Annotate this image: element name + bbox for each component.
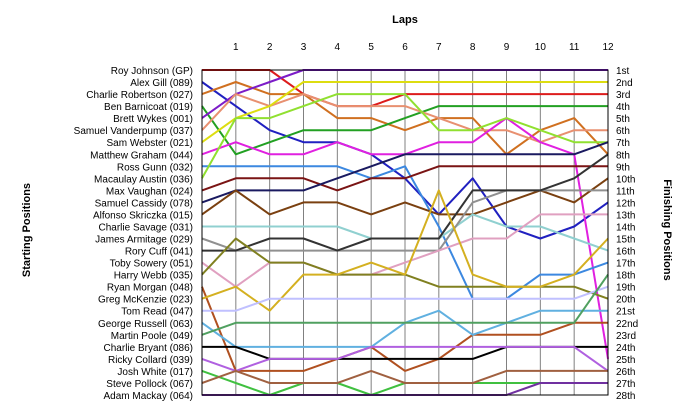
x-tick-label: 8 xyxy=(470,42,476,53)
x-axis-title: Laps xyxy=(392,14,418,26)
finish-position-label: 17th xyxy=(616,259,635,270)
finish-position-label: 25th xyxy=(616,355,635,366)
start-position-label: Roy Johnson (GP) xyxy=(111,66,193,77)
finish-position-label: 18th xyxy=(616,271,635,282)
finish-position-label: 2nd xyxy=(616,78,633,89)
finish-position-label: 19th xyxy=(616,283,635,294)
finish-position-label: 3rd xyxy=(616,90,630,101)
start-position-label: Matthew Graham (044) xyxy=(90,150,193,161)
finish-position-label: 10th xyxy=(616,174,635,185)
driver-line xyxy=(201,93,608,179)
finish-position-label: 26th xyxy=(616,367,635,378)
start-position-label: Adam Mackay (064) xyxy=(104,391,193,402)
driver-line xyxy=(202,165,609,300)
start-position-label: Macaulay Austin (036) xyxy=(94,174,193,185)
finish-position-label: 28th xyxy=(616,391,635,402)
finish-position-label: 1st xyxy=(616,66,630,77)
right-axis-title: Finishing Positions xyxy=(661,179,673,280)
driver-line xyxy=(201,286,608,372)
finish-position-label: 11th xyxy=(616,186,635,197)
driver-line xyxy=(201,189,609,312)
start-position-label: Sam Webster (021) xyxy=(106,138,193,149)
start-position-label: James Armitage (029) xyxy=(95,235,193,246)
driver-line xyxy=(202,285,609,312)
finishing-position-labels: 1st2nd3rd4th5th6th7th8th9th10th11th12th1… xyxy=(616,66,638,402)
finish-position-label: 20th xyxy=(616,295,635,306)
start-position-label: Max Vaughan (024) xyxy=(106,186,193,197)
finish-position-label: 15th xyxy=(616,235,635,246)
left-axis-title: Starting Positions xyxy=(21,183,33,277)
finish-position-label: 12th xyxy=(616,198,635,209)
x-tick-labels: 1 2 3 4 5 6 7 8 9 10 11 12 xyxy=(233,42,614,53)
start-position-label: Ross Gunn (032) xyxy=(117,162,193,173)
finish-position-label: 9th xyxy=(616,162,630,173)
start-position-label: Charlie Bryant (086) xyxy=(104,343,193,354)
x-tick-label: 5 xyxy=(368,42,374,53)
start-position-label: Ryan Morgan (048) xyxy=(107,283,193,294)
driver-line xyxy=(201,369,608,384)
x-tick-label: 7 xyxy=(436,42,442,53)
x-tick-label: 6 xyxy=(402,42,408,53)
start-position-label: Harry Webb (035) xyxy=(114,271,193,282)
driver-line xyxy=(201,141,609,204)
finish-position-label: 7th xyxy=(616,138,630,149)
start-position-label: Samuel Vanderpump (037) xyxy=(74,126,193,137)
x-tick-label: 2 xyxy=(267,42,273,53)
start-position-label: Ben Barnicoat (019) xyxy=(104,102,193,113)
finish-position-label: 4th xyxy=(616,102,630,113)
driver-line xyxy=(201,165,608,192)
finish-position-label: 8th xyxy=(616,150,630,161)
grid xyxy=(235,70,575,395)
driver-line xyxy=(201,81,608,144)
finish-position-label: 21st xyxy=(616,307,635,318)
start-position-label: Greg McKenzie (023) xyxy=(98,295,193,306)
driver-line xyxy=(202,153,609,252)
finish-position-label: 6th xyxy=(616,126,630,137)
start-position-label: George Russell (063) xyxy=(98,319,193,330)
driver-line xyxy=(201,105,608,156)
start-position-label: Tom Read (047) xyxy=(121,307,193,318)
start-position-label: Alex Gill (089) xyxy=(130,78,193,89)
x-tick-label: 10 xyxy=(535,42,547,53)
finish-position-label: 23rd xyxy=(616,331,636,342)
start-position-label: Brett Wykes (001) xyxy=(113,114,193,125)
finish-position-label: 22nd xyxy=(616,319,638,330)
finish-position-label: 16th xyxy=(616,247,635,258)
finish-position-label: 27th xyxy=(616,379,635,390)
driver-line xyxy=(201,274,609,336)
start-position-label: Charlie Savage (031) xyxy=(99,222,194,233)
start-position-label: Josh White (017) xyxy=(117,367,193,378)
start-position-label: Martin Poole (049) xyxy=(111,331,193,342)
x-tick-label: 1 xyxy=(233,42,239,53)
start-position-label: Alfonso Skriczka (015) xyxy=(93,210,193,221)
x-tick-label: 12 xyxy=(602,42,614,53)
finish-position-label: 5th xyxy=(616,114,630,125)
x-tick-label: 9 xyxy=(504,42,510,53)
starting-position-labels: Roy Johnson (GP)Alex Gill (089)Charlie R… xyxy=(74,66,193,402)
finish-position-label: 24th xyxy=(616,343,635,354)
start-position-label: Ricky Collard (039) xyxy=(108,355,193,366)
start-position-label: Rory Cuff (041) xyxy=(125,247,193,258)
start-position-label: Toby Sowery (051) xyxy=(110,259,193,270)
plot-area xyxy=(201,69,609,396)
x-tick-label: 4 xyxy=(335,42,341,53)
start-position-label: Samuel Cassidy (078) xyxy=(95,198,193,209)
driver-line xyxy=(201,345,609,372)
finish-position-label: 14th xyxy=(616,222,635,233)
finish-position-label: 13th xyxy=(616,210,635,221)
x-tick-label: 11 xyxy=(569,42,580,53)
x-tick-label: 3 xyxy=(301,42,307,53)
start-position-label: Steve Pollock (067) xyxy=(106,379,193,390)
start-position-label: Charlie Robertson (027) xyxy=(86,90,193,101)
